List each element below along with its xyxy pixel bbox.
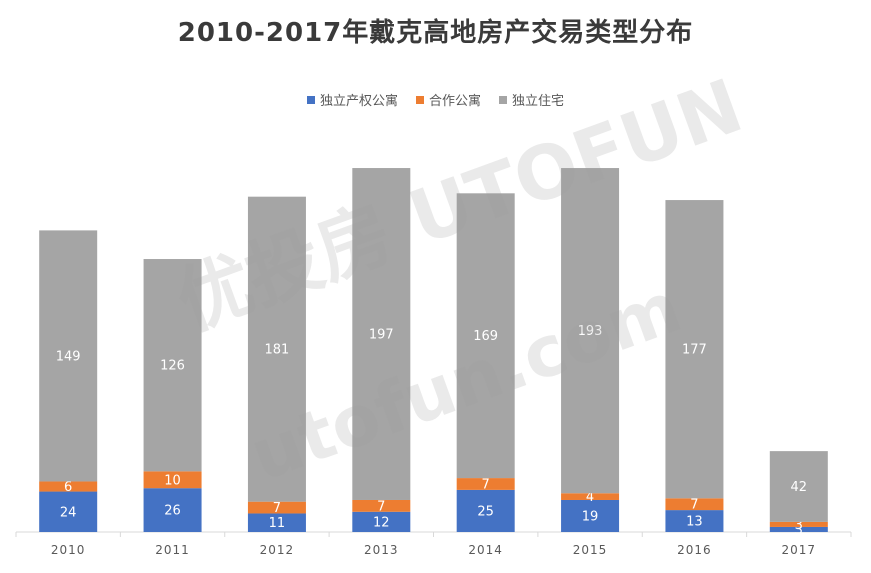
chart-title: 2010-2017年戴克高地房产交易类型分布	[177, 18, 694, 48]
data-label-0-2017: 3	[795, 523, 803, 538]
x-tick-label-2013: 2013	[364, 543, 399, 557]
data-label-1-2017: 3	[795, 518, 803, 533]
legend-label-2: 独立住宅	[512, 94, 565, 109]
data-label-1-2010: 6	[64, 480, 72, 495]
data-label-0-2010: 24	[60, 505, 77, 520]
chart-legend: 独立产权公寓 合作公寓 独立住宅	[0, 90, 871, 109]
x-tick-label-2010: 2010	[51, 543, 86, 557]
x-tick-label-2014: 2014	[468, 543, 503, 557]
bar-0-2011	[143, 488, 202, 532]
bar-2-2013	[352, 168, 411, 500]
bar-1-2010	[39, 481, 98, 492]
data-label-1-2013: 7	[377, 499, 385, 514]
data-label-0-2013: 12	[373, 515, 390, 530]
bar-2-2010	[39, 230, 98, 482]
bar-1-2017	[769, 521, 828, 527]
legend-item-1: 合作公寓	[415, 90, 481, 109]
legend-swatch-0	[306, 95, 315, 104]
bar-1-2011	[143, 471, 202, 489]
x-tick-label-2017: 2017	[782, 543, 817, 557]
bar-2-2017	[769, 451, 828, 522]
data-label-1-2012: 7	[273, 501, 281, 516]
data-label-2-2016: 177	[682, 343, 707, 358]
data-label-0-2012: 11	[269, 516, 286, 531]
bar-0-2012	[247, 513, 306, 532]
bar-0-2013	[352, 511, 411, 532]
bar-0-2010	[39, 491, 98, 532]
bar-1-2012	[247, 501, 306, 514]
bar-1-2013	[352, 499, 411, 512]
bar-1-2014	[456, 478, 515, 490]
legend-label-1: 合作公寓	[428, 94, 481, 109]
data-label-2-2014: 169	[473, 329, 498, 344]
legend-swatch-1	[415, 95, 424, 104]
data-label-1-2011: 10	[164, 473, 181, 488]
x-tick-label-2016: 2016	[677, 543, 712, 557]
data-label-2-2012: 181	[265, 343, 290, 358]
x-tick-label-2011: 2011	[155, 543, 190, 557]
bar-2-2015	[561, 168, 620, 494]
bar-1-2016	[665, 498, 724, 511]
bar-2-2014	[456, 193, 515, 479]
data-label-0-2016: 13	[686, 515, 703, 530]
data-label-2-2010: 149	[56, 349, 81, 364]
bar-2-2016	[665, 200, 724, 499]
data-label-0-2014: 25	[477, 504, 494, 519]
bar-2-2012	[247, 196, 306, 502]
x-tick-label-2012: 2012	[260, 543, 295, 557]
data-label-0-2015: 19	[582, 509, 599, 524]
data-label-1-2015: 4	[586, 490, 594, 505]
bar-2-2011	[143, 259, 202, 472]
data-label-2-2015: 193	[578, 324, 603, 339]
data-label-2-2011: 126	[160, 359, 185, 374]
data-label-2-2013: 197	[369, 328, 394, 343]
legend-label-0: 独立产权公寓	[319, 94, 398, 109]
data-label-0-2011: 26	[164, 504, 181, 519]
bar-1-2015	[561, 493, 620, 500]
legend-swatch-2	[499, 95, 507, 104]
bar-0-2015	[561, 499, 620, 532]
data-label-1-2014: 7	[482, 477, 490, 492]
bar-0-2016	[665, 510, 724, 532]
x-tick-label-2015: 2015	[573, 543, 608, 557]
data-label-2-2017: 42	[791, 480, 808, 495]
legend-item-2: 独立住宅	[499, 90, 564, 109]
bar-0-2014	[456, 489, 515, 532]
data-label-1-2016: 7	[690, 498, 698, 513]
legend-item-0: 独立产权公寓	[306, 90, 398, 109]
bar-0-2017	[769, 526, 828, 532]
